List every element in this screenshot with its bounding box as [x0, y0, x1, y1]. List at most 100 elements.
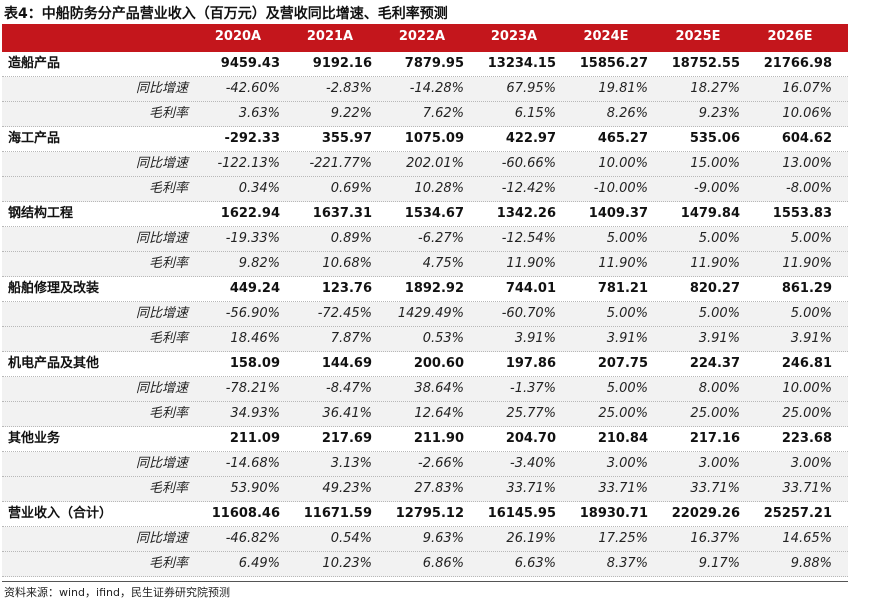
- table-row-category: 钢结构工程 1622.94 1637.31 1534.67 1342.26 1409.37…: [2, 202, 848, 227]
- table-cell: 11.90%: [506, 256, 556, 271]
- table-cell: 3.13%: [330, 456, 372, 471]
- table-row-category: 其他业务 211.09 217.69 211.90 204.70 210.84 217.16…: [2, 427, 848, 452]
- table-cell: 14.65%: [782, 531, 832, 546]
- table-cell: 0.53%: [422, 331, 464, 346]
- table-cell: 5.00%: [698, 306, 740, 321]
- table-cell: 26.19%: [506, 531, 556, 546]
- table-cell: 9.22%: [330, 106, 372, 121]
- table-cell: 38.64%: [414, 381, 464, 396]
- table-cell: 200.60: [413, 356, 464, 371]
- table-cell: -2.66%: [418, 456, 464, 471]
- header-year: 2026E: [767, 29, 813, 44]
- table-cell: 18.27%: [690, 81, 740, 96]
- table-cell: 3.91%: [698, 331, 740, 346]
- table-cell: 1342.26: [496, 206, 556, 221]
- table-row-metric: 毛利率 3.63% 9.22% 7.62% 6.15% 8.26% 9.23% 10.06%: [2, 102, 848, 127]
- table-row-metric: 同比增速 -42.60% -2.83% -14.28% 67.95% 19.81% 18.2…: [2, 77, 848, 102]
- row-category-label: 其他业务: [8, 431, 61, 446]
- row-metric-label: 同比增速: [135, 231, 188, 246]
- header-year: 2024E: [583, 29, 629, 44]
- table-cell: -56.90%: [225, 306, 280, 321]
- table-cell: -122.13%: [217, 156, 280, 171]
- table-cell: 3.63%: [238, 106, 280, 121]
- table-cell: 207.75: [597, 356, 648, 371]
- table-cell: 34.93%: [230, 406, 280, 421]
- table-cell: -8.47%: [326, 381, 372, 396]
- table-cell: -3.40%: [510, 456, 556, 471]
- table-row-metric: 毛利率 0.34% 0.69% 10.28% -12.42% -10.00% -9.00% -…: [2, 177, 848, 202]
- table-cell: 0.89%: [330, 231, 372, 246]
- table-cell: 22029.26: [671, 506, 740, 521]
- table-cell: 6.63%: [514, 556, 556, 571]
- table-cell: 4.75%: [422, 256, 464, 271]
- table-cell: 1892.92: [404, 281, 464, 296]
- table-cell: 449.24: [229, 281, 280, 296]
- table-cell: 17.25%: [598, 531, 648, 546]
- row-metric-label: 同比增速: [135, 156, 188, 171]
- table-cell: 465.27: [597, 131, 648, 146]
- table-cell: 33.71%: [598, 481, 648, 496]
- table-cell: 25.00%: [598, 406, 648, 421]
- table-cell: 11.90%: [782, 256, 832, 271]
- table-cell: 8.37%: [606, 556, 648, 571]
- table-cell: 53.90%: [230, 481, 280, 496]
- table-cell: 13.00%: [782, 156, 832, 171]
- row-metric-label: 同比增速: [135, 531, 188, 546]
- table-cell: -221.77%: [309, 156, 372, 171]
- table-cell: 21766.98: [763, 56, 832, 71]
- table-cell: 1534.67: [404, 206, 464, 221]
- table-cell: 224.37: [689, 356, 740, 371]
- table-cell: 197.86: [505, 356, 556, 371]
- table-cell: 12795.12: [395, 506, 464, 521]
- row-category-label: 船舶修理及改装: [8, 281, 100, 296]
- table-cell: 27.83%: [414, 481, 464, 496]
- table-cell: 49.23%: [322, 481, 372, 496]
- table-cell: 25.00%: [690, 406, 740, 421]
- table-cell: 12.64%: [414, 406, 464, 421]
- row-metric-label: 毛利率: [148, 406, 188, 421]
- table-cell: 9.88%: [790, 556, 832, 571]
- table-row-metric: 同比增速 -56.90% -72.45% 1429.49% -60.70% 5.00% 5.…: [2, 302, 848, 327]
- table-cell: 158.09: [229, 356, 280, 371]
- table-cell: -292.33: [224, 131, 280, 146]
- table-cell: 18.46%: [230, 331, 280, 346]
- source-note: 资料来源：wind，ifind，民生证券研究院预测: [4, 586, 230, 599]
- header-year: 2022A: [398, 29, 446, 44]
- table-cell: 7.87%: [330, 331, 372, 346]
- table-header: 2020A 2021A 2022A 2023A 2024E 2025E 2026…: [2, 24, 848, 52]
- table-cell: -46.82%: [225, 531, 280, 546]
- table-cell: 3.91%: [606, 331, 648, 346]
- table-cell: 33.71%: [782, 481, 832, 496]
- table-cell: 16145.95: [487, 506, 556, 521]
- table-cell: 3.00%: [606, 456, 648, 471]
- table-row-category: 船舶修理及改装 449.24 123.76 1892.92 744.01 781.21 82…: [2, 277, 848, 302]
- table-cell: 5.00%: [606, 306, 648, 321]
- table-row-metric: 毛利率 34.93% 36.41% 12.64% 25.77% 25.00% 25.00% 2…: [2, 402, 848, 427]
- table-cell: 211.09: [229, 431, 280, 446]
- table-cell: 16.37%: [690, 531, 740, 546]
- table-cell: 15856.27: [579, 56, 648, 71]
- table-cell: 9.63%: [422, 531, 464, 546]
- row-metric-label: 同比增速: [135, 306, 188, 321]
- table-cell: 33.71%: [506, 481, 556, 496]
- table-row-metric: 同比增速 -14.68% 3.13% -2.66% -3.40% 3.00% 3.00% 3.…: [2, 452, 848, 477]
- table-body: 造船产品 9459.43 9192.16 7879.95 13234.15 15856.2…: [2, 52, 848, 577]
- table-cell: -14.68%: [225, 456, 280, 471]
- table-cell: 9.82%: [238, 256, 280, 271]
- row-metric-label: 同比增速: [135, 381, 188, 396]
- table-cell: 25.00%: [782, 406, 832, 421]
- table-cell: 0.34%: [238, 181, 280, 196]
- table-cell: 5.00%: [606, 231, 648, 246]
- table-cell: 25.77%: [506, 406, 556, 421]
- table-cell: 11608.46: [211, 506, 280, 521]
- table-cell: 217.69: [321, 431, 372, 446]
- table-cell: -2.83%: [326, 81, 372, 96]
- table-cell: 144.69: [321, 356, 372, 371]
- table-cell: 36.41%: [322, 406, 372, 421]
- table-cell: 9.23%: [698, 106, 740, 121]
- table-cell: 8.00%: [698, 381, 740, 396]
- table-cell: 604.62: [781, 131, 832, 146]
- table-cell: 1622.94: [220, 206, 280, 221]
- row-metric-label: 毛利率: [148, 181, 188, 196]
- table-cell: 820.27: [689, 281, 740, 296]
